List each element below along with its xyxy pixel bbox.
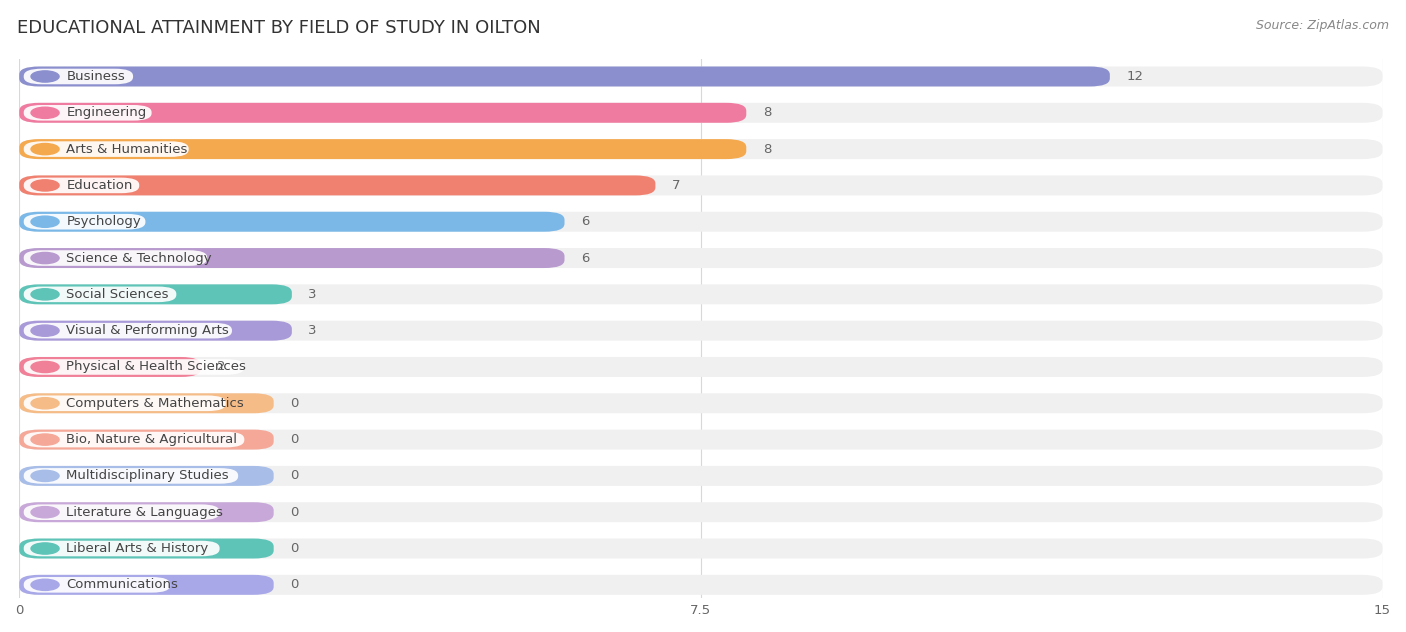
Text: Bio, Nature & Agricultural: Bio, Nature & Agricultural — [66, 433, 238, 446]
FancyBboxPatch shape — [20, 66, 1382, 87]
Circle shape — [31, 434, 59, 445]
FancyBboxPatch shape — [24, 541, 219, 556]
FancyBboxPatch shape — [24, 142, 188, 157]
Circle shape — [31, 252, 59, 264]
FancyBboxPatch shape — [24, 396, 226, 411]
FancyBboxPatch shape — [20, 139, 747, 159]
FancyBboxPatch shape — [24, 250, 207, 266]
FancyBboxPatch shape — [20, 139, 1382, 159]
FancyBboxPatch shape — [24, 214, 145, 229]
Circle shape — [31, 71, 59, 82]
Text: 0: 0 — [290, 578, 298, 592]
Text: Arts & Humanities: Arts & Humanities — [66, 143, 188, 155]
Circle shape — [31, 579, 59, 590]
Circle shape — [31, 216, 59, 228]
Text: 12: 12 — [1126, 70, 1143, 83]
FancyBboxPatch shape — [20, 502, 274, 522]
Text: 6: 6 — [581, 216, 589, 228]
FancyBboxPatch shape — [20, 393, 1382, 413]
FancyBboxPatch shape — [20, 466, 274, 486]
Text: Communications: Communications — [66, 578, 179, 592]
FancyBboxPatch shape — [20, 212, 1382, 232]
FancyBboxPatch shape — [20, 284, 1382, 305]
FancyBboxPatch shape — [24, 359, 245, 375]
FancyBboxPatch shape — [20, 284, 292, 305]
FancyBboxPatch shape — [20, 248, 565, 268]
FancyBboxPatch shape — [20, 248, 1382, 268]
Text: EDUCATIONAL ATTAINMENT BY FIELD OF STUDY IN OILTON: EDUCATIONAL ATTAINMENT BY FIELD OF STUDY… — [17, 19, 541, 37]
Text: Computers & Mathematics: Computers & Mathematics — [66, 397, 245, 410]
FancyBboxPatch shape — [20, 575, 1382, 595]
FancyBboxPatch shape — [20, 212, 565, 232]
Circle shape — [31, 143, 59, 155]
FancyBboxPatch shape — [20, 320, 1382, 341]
FancyBboxPatch shape — [20, 430, 1382, 449]
Text: Source: ZipAtlas.com: Source: ZipAtlas.com — [1256, 19, 1389, 32]
Text: 0: 0 — [290, 542, 298, 555]
FancyBboxPatch shape — [20, 538, 274, 559]
Text: 7: 7 — [672, 179, 681, 192]
FancyBboxPatch shape — [20, 357, 201, 377]
Text: 2: 2 — [218, 360, 226, 374]
FancyBboxPatch shape — [20, 430, 274, 449]
FancyBboxPatch shape — [24, 178, 139, 193]
Text: 0: 0 — [290, 397, 298, 410]
Circle shape — [31, 362, 59, 373]
Text: Literature & Languages: Literature & Languages — [66, 506, 224, 519]
Circle shape — [31, 180, 59, 191]
Text: 8: 8 — [762, 106, 770, 119]
FancyBboxPatch shape — [20, 575, 274, 595]
FancyBboxPatch shape — [20, 357, 1382, 377]
Circle shape — [31, 507, 59, 518]
Circle shape — [31, 543, 59, 554]
FancyBboxPatch shape — [20, 320, 292, 341]
Circle shape — [31, 398, 59, 409]
FancyBboxPatch shape — [20, 66, 1109, 87]
Text: Social Sciences: Social Sciences — [66, 288, 169, 301]
FancyBboxPatch shape — [24, 286, 176, 302]
Text: Multidisciplinary Studies: Multidisciplinary Studies — [66, 470, 229, 482]
FancyBboxPatch shape — [24, 468, 238, 483]
Circle shape — [31, 325, 59, 336]
FancyBboxPatch shape — [20, 538, 1382, 559]
Text: 0: 0 — [290, 433, 298, 446]
Circle shape — [31, 470, 59, 482]
FancyBboxPatch shape — [20, 393, 274, 413]
Circle shape — [31, 289, 59, 300]
Text: Science & Technology: Science & Technology — [66, 252, 212, 265]
Circle shape — [31, 107, 59, 118]
FancyBboxPatch shape — [24, 323, 232, 339]
Text: 3: 3 — [308, 324, 316, 337]
FancyBboxPatch shape — [20, 466, 1382, 486]
Text: Engineering: Engineering — [66, 106, 146, 119]
FancyBboxPatch shape — [20, 103, 747, 123]
Text: 8: 8 — [762, 143, 770, 155]
FancyBboxPatch shape — [20, 103, 1382, 123]
Text: 3: 3 — [308, 288, 316, 301]
Text: Physical & Health Sciences: Physical & Health Sciences — [66, 360, 246, 374]
Text: 6: 6 — [581, 252, 589, 265]
FancyBboxPatch shape — [24, 504, 219, 520]
FancyBboxPatch shape — [24, 577, 170, 593]
Text: Education: Education — [66, 179, 132, 192]
FancyBboxPatch shape — [20, 176, 655, 195]
Text: Psychology: Psychology — [66, 216, 141, 228]
Text: Business: Business — [66, 70, 125, 83]
Text: 0: 0 — [290, 506, 298, 519]
FancyBboxPatch shape — [24, 105, 152, 121]
Text: 0: 0 — [290, 470, 298, 482]
FancyBboxPatch shape — [24, 69, 134, 84]
FancyBboxPatch shape — [20, 502, 1382, 522]
FancyBboxPatch shape — [20, 176, 1382, 195]
Text: Liberal Arts & History: Liberal Arts & History — [66, 542, 208, 555]
FancyBboxPatch shape — [24, 432, 245, 447]
Text: Visual & Performing Arts: Visual & Performing Arts — [66, 324, 229, 337]
